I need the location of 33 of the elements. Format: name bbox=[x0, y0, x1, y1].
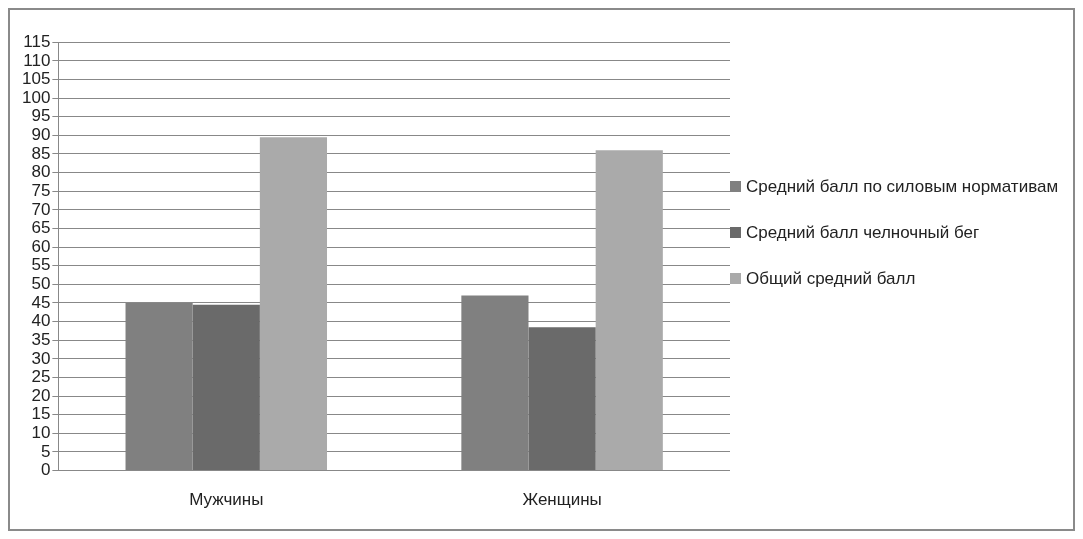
y-tick-label: 75 bbox=[31, 180, 51, 200]
y-tick-label: 45 bbox=[31, 292, 51, 312]
y-tick-label: 55 bbox=[31, 255, 51, 275]
y-tick-label: 70 bbox=[31, 199, 51, 219]
x-tick-label: Мужчины bbox=[189, 490, 264, 510]
y-tick-label: 60 bbox=[31, 236, 51, 256]
y-tick-label: 15 bbox=[31, 404, 51, 424]
legend-label: Общий средний балл bbox=[746, 268, 916, 290]
y-tick-label: 100 bbox=[21, 87, 51, 107]
bar bbox=[528, 327, 596, 471]
x-tick-label: Женщины bbox=[522, 490, 602, 510]
bar bbox=[259, 137, 328, 471]
y-tick-label: 95 bbox=[31, 106, 51, 126]
y-tick-label: 85 bbox=[31, 143, 51, 163]
y-tick-label: 50 bbox=[31, 274, 51, 294]
y-tick-label: 5 bbox=[40, 441, 51, 461]
bar bbox=[192, 304, 260, 471]
y-tick-label: 20 bbox=[31, 385, 51, 405]
y-tick-label: 90 bbox=[31, 125, 51, 145]
y-tick-label: 105 bbox=[21, 69, 51, 89]
legend-label: Средний балл челночный бег bbox=[746, 222, 980, 244]
y-tick-label: 65 bbox=[31, 218, 51, 238]
y-tick-label: 80 bbox=[31, 162, 51, 182]
y-tick-label: 35 bbox=[31, 329, 51, 349]
y-tick-label: 115 bbox=[23, 31, 51, 51]
y-tick-label: 0 bbox=[40, 460, 51, 480]
y-tick-label: 25 bbox=[31, 367, 51, 387]
y-tick-label: 40 bbox=[31, 311, 51, 331]
bar bbox=[595, 150, 663, 471]
y-tick-label: 30 bbox=[31, 348, 51, 368]
y-tick-label: 10 bbox=[31, 423, 51, 443]
legend-label: Средний балл по силовым нормативам bbox=[746, 176, 1059, 198]
y-tick-label: 110 bbox=[23, 50, 51, 70]
